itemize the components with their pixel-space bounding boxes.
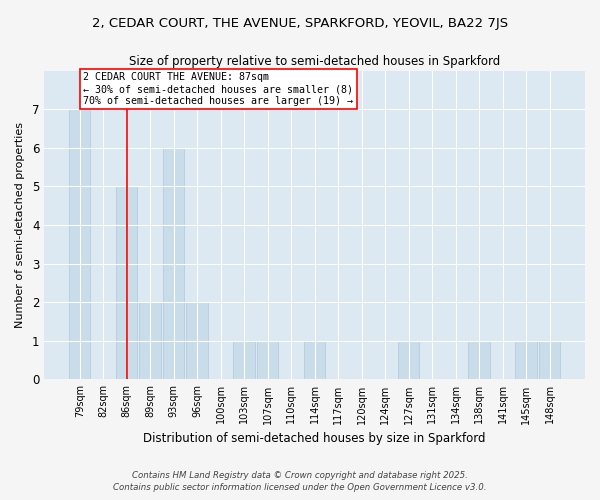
Bar — [257, 341, 278, 380]
Bar — [469, 341, 490, 380]
Title: Size of property relative to semi-detached houses in Sparkford: Size of property relative to semi-detach… — [129, 55, 500, 68]
Bar — [515, 341, 537, 380]
X-axis label: Distribution of semi-detached houses by size in Sparkford: Distribution of semi-detached houses by … — [143, 432, 486, 445]
Bar — [187, 302, 208, 380]
Bar — [304, 341, 325, 380]
Bar — [233, 341, 255, 380]
Y-axis label: Number of semi-detached properties: Number of semi-detached properties — [15, 122, 25, 328]
Bar — [398, 341, 419, 380]
Text: 2 CEDAR COURT THE AVENUE: 87sqm
← 30% of semi-detached houses are smaller (8)
70: 2 CEDAR COURT THE AVENUE: 87sqm ← 30% of… — [83, 72, 353, 106]
Text: Contains HM Land Registry data © Crown copyright and database right 2025.
Contai: Contains HM Land Registry data © Crown c… — [113, 471, 487, 492]
Bar — [139, 302, 161, 380]
Bar — [539, 341, 560, 380]
Bar — [163, 148, 184, 380]
Text: 2, CEDAR COURT, THE AVENUE, SPARKFORD, YEOVIL, BA22 7JS: 2, CEDAR COURT, THE AVENUE, SPARKFORD, Y… — [92, 18, 508, 30]
Bar — [116, 186, 137, 380]
Bar — [69, 109, 91, 380]
